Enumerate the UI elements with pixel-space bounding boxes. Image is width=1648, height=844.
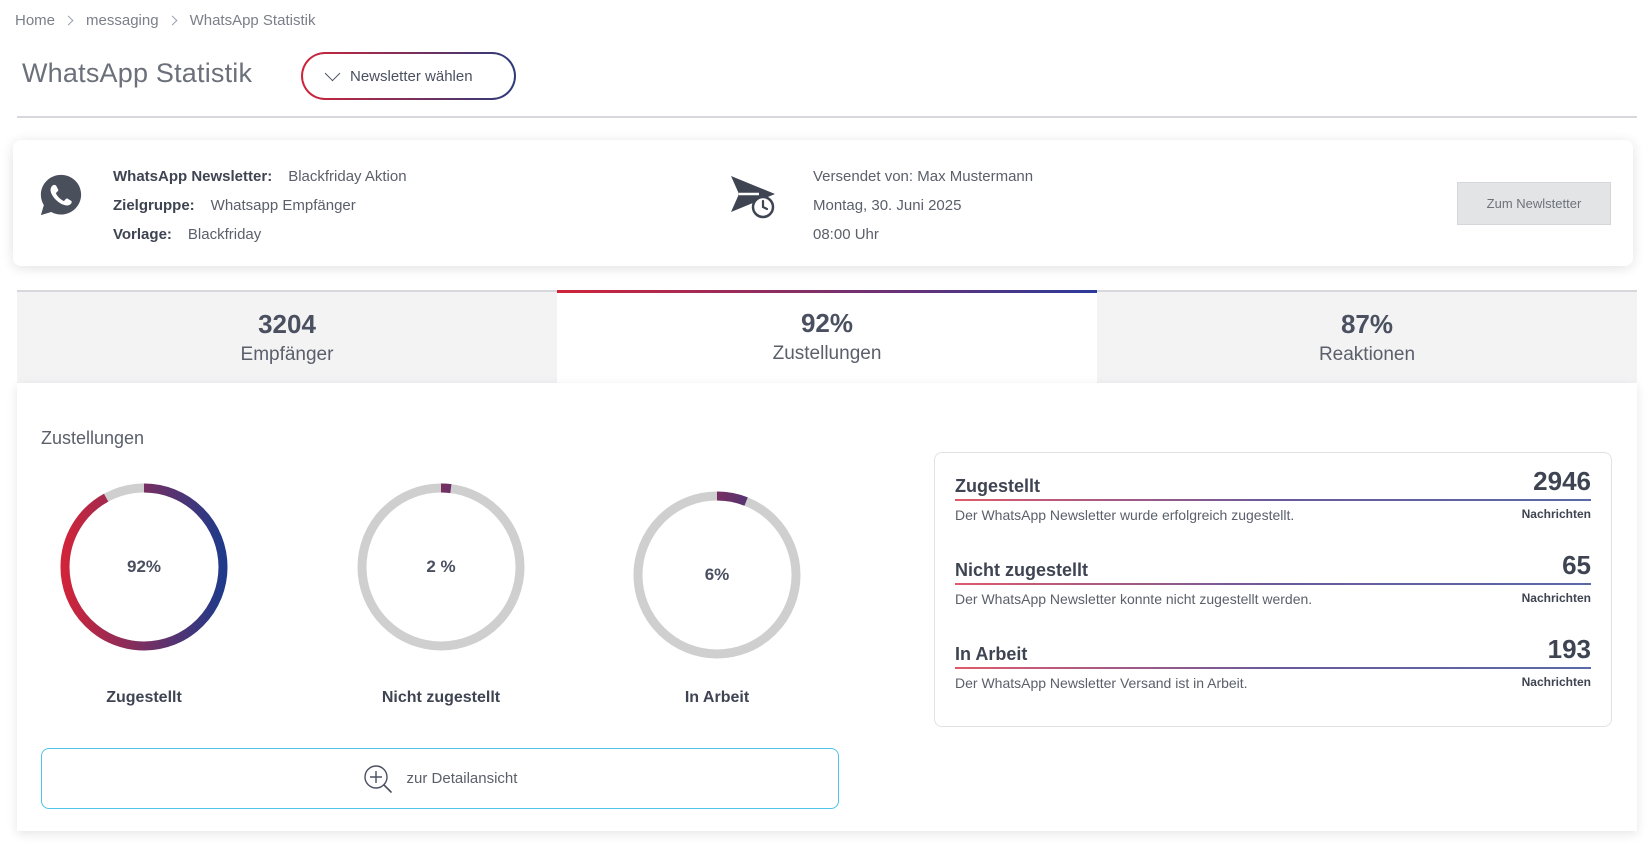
delivery-stats-box: Zugestellt 2946 Der WhatsApp Newsletter … — [934, 452, 1612, 727]
newsletter-select[interactable]: Newsletter wählen — [301, 52, 516, 100]
stat-not-delivered: Nicht zugestellt 65 Der WhatsApp Newslet… — [955, 550, 1591, 607]
stat-divider — [955, 499, 1591, 501]
stat-value: 65 — [1562, 550, 1591, 580]
tab-label: Zustellungen — [772, 343, 882, 364]
stats-tabs: 3204 Empfänger 92% Zustellungen 87% Reak… — [17, 290, 1637, 383]
donut-chart-in-progress: 6% — [629, 487, 805, 663]
donut-chart-not-delivered: 2 % — [353, 479, 529, 655]
stat-name: In Arbeit — [955, 644, 1028, 664]
detail-view-label: zur Detailansicht — [406, 770, 518, 787]
breadcrumb: Home messaging WhatsApp Statistik — [15, 12, 315, 29]
stat-in-progress: In Arbeit 193 Der WhatsApp Newsletter Ve… — [955, 634, 1591, 691]
template-label: Vorlage: — [113, 226, 172, 243]
stat-name: Zugestellt — [955, 476, 1041, 496]
tab-recipients[interactable]: 3204 Empfänger — [17, 290, 557, 383]
chevron-down-icon — [324, 65, 341, 81]
donut-label: Nicht zugestellt — [381, 689, 501, 706]
donut-arc — [357, 483, 525, 651]
divider — [17, 116, 1637, 118]
newsletter-value: Blackfriday Aktion — [288, 168, 407, 185]
deliveries-panel: Zustellungen 92% Zugestellt 2 % Nicht zu… — [17, 383, 1637, 831]
donut-percentage: 6% — [704, 565, 730, 584]
stat-name: Nicht zugestellt — [955, 560, 1089, 580]
donut-percentage: 92% — [126, 557, 162, 576]
tab-value: 3204 — [258, 309, 316, 339]
tab-label: Empfänger — [240, 344, 334, 365]
donut-label: In Arbeit — [684, 689, 750, 706]
stat-delivered: Zugestellt 2946 Der WhatsApp Newsletter … — [955, 466, 1591, 523]
tab-value: 87% — [1340, 309, 1394, 339]
zoom-in-icon — [363, 764, 392, 793]
tab-deliveries[interactable]: 92% Zustellungen — [557, 290, 1097, 383]
page-title: WhatsApp Statistik — [22, 58, 253, 88]
donut-arc — [60, 483, 228, 651]
send-time: 08:00 Uhr — [813, 226, 879, 243]
sent-by: Versendet von: Max Mustermann — [813, 168, 1034, 185]
stat-divider — [955, 667, 1591, 669]
stat-unit: Nachrichten — [1521, 507, 1591, 521]
tab-reactions[interactable]: 87% Reaktionen — [1097, 290, 1637, 383]
stat-description: Der WhatsApp Newsletter konnte nicht zug… — [955, 591, 1313, 607]
donut-percentage: 2 % — [426, 557, 456, 576]
breadcrumb-current: WhatsApp Statistik — [189, 12, 316, 29]
chevron-right-icon — [167, 15, 178, 26]
stat-divider — [955, 583, 1591, 585]
stat-description: Der WhatsApp Newsletter Versand ist in A… — [955, 675, 1248, 691]
panel-title: Zustellungen — [41, 428, 145, 448]
whatsapp-icon — [40, 174, 82, 216]
donut-label: Zugestellt — [106, 689, 182, 706]
donut-arc — [633, 491, 801, 659]
template-value: Blackfriday — [187, 226, 262, 243]
stat-value: 2946 — [1533, 466, 1591, 496]
chevron-right-icon — [63, 15, 74, 26]
stat-unit: Nachrichten — [1521, 591, 1591, 605]
stat-unit: Nachrichten — [1521, 675, 1591, 689]
target-label: Zielgruppe: — [113, 197, 195, 214]
to-newsletter-button[interactable]: Zum Newlstetter — [1457, 182, 1611, 225]
target-value: Whatsapp Empfänger — [210, 197, 356, 214]
newsletter-label: WhatsApp Newsletter: — [113, 168, 273, 185]
tab-value: 92% — [800, 308, 854, 338]
send-details: Versendet von: Max Mustermann Montag, 30… — [813, 162, 1033, 249]
breadcrumb-messaging[interactable]: messaging — [86, 12, 159, 29]
newsletter-select-label: Newsletter wählen — [350, 67, 473, 85]
stat-value: 193 — [1547, 634, 1591, 664]
stat-description: Der WhatsApp Newsletter wurde erfolgreic… — [955, 507, 1295, 523]
newsletter-info-card: WhatsApp Newsletter: Blackfriday Aktion Z… — [13, 140, 1633, 266]
donut-chart-delivered: 92% — [56, 479, 232, 655]
detail-view-button[interactable]: zur Detailansicht — [41, 748, 839, 809]
breadcrumb-home[interactable]: Home — [15, 12, 56, 29]
send-clock-icon — [731, 176, 775, 219]
send-date: Montag, 30. Juni 2025 — [813, 197, 962, 214]
newsletter-details: WhatsApp Newsletter: Blackfriday Aktion Z… — [113, 162, 407, 249]
tab-label: Reaktionen — [1318, 344, 1416, 365]
